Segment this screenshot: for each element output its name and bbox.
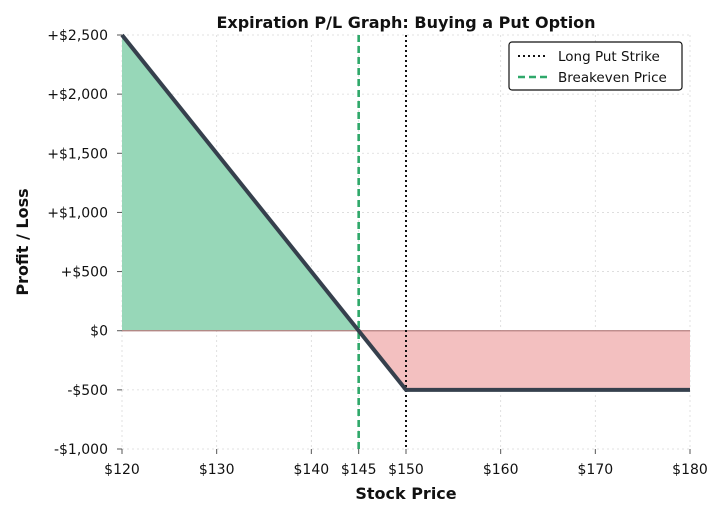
chart-title: Expiration P/L Graph: Buying a Put Optio…	[216, 13, 595, 32]
x-tick-label: $140	[294, 462, 330, 478]
y-tick-label: +$500	[61, 265, 108, 281]
x-tick-label: $170	[578, 462, 614, 478]
x-axis-title: Stock Price	[355, 484, 456, 503]
y-tick-label: +$2,500	[47, 28, 108, 44]
pl-line	[120, 33, 690, 392]
reference-lines	[357, 35, 407, 449]
x-axis-ticks: $120 $130 $140 $145 $150 $160 $170 $180	[104, 449, 708, 478]
legend-label-long-put-strike: Long Put Strike	[558, 49, 660, 65]
y-tick-label: +$1,000	[47, 205, 108, 221]
x-tick-label: $150	[388, 462, 424, 478]
y-tick-label: +$1,500	[47, 146, 108, 162]
x-tick-label: $120	[104, 462, 140, 478]
y-tick-label: -$500	[67, 383, 108, 399]
x-tick-label: $180	[672, 462, 708, 478]
y-tick-label: -$1,000	[54, 442, 108, 458]
y-tick-label: $0	[90, 324, 108, 340]
legend-box	[508, 41, 683, 91]
x-tick-label: $130	[199, 462, 235, 478]
loss-area	[358, 330, 690, 390]
legend-label-breakeven-price: Breakeven Price	[558, 70, 667, 86]
y-tick-label: +$2,000	[47, 87, 108, 103]
y-axis-title: Profit / Loss	[13, 188, 32, 295]
legend: Long Put Strike Breakeven Price	[508, 41, 683, 91]
x-tick-label: $145	[341, 462, 377, 478]
y-axis-ticks: +$2,500 +$2,000 +$1,500 +$1,000 +$500 $0 -$500…	[47, 28, 122, 458]
x-tick-label: $160	[483, 462, 519, 478]
